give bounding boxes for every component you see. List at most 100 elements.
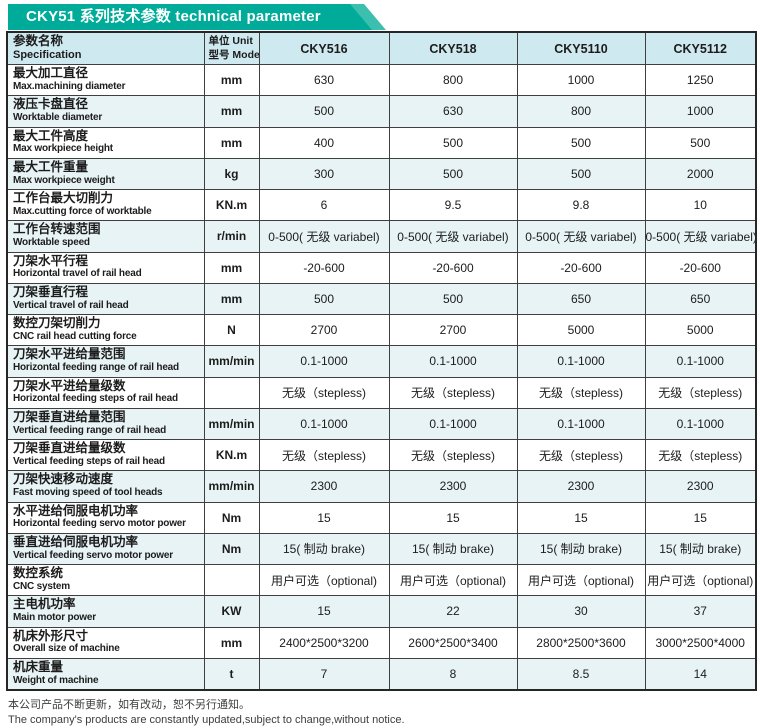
row-value: 15( 制动 brake) xyxy=(516,532,646,566)
row-value: 6 xyxy=(258,188,390,222)
row-value: -20-600 xyxy=(644,251,757,284)
row-value: 630 xyxy=(388,95,518,128)
row-value: 2300 xyxy=(516,470,646,503)
row-value: 2800*2500*3600 xyxy=(516,626,646,659)
spec-name-en: Fast moving speed of tool heads xyxy=(13,487,163,498)
row-value: 500 xyxy=(516,157,646,191)
row-unit: mm xyxy=(203,63,260,97)
spec-name-en: Max workpiece weight xyxy=(13,174,115,186)
row-spec-name: 刀架水平行程 Horizontal travel of rail head xyxy=(6,251,205,284)
row-spec-name: 刀架水平进给量级数 Horizontal feeding steps of rai… xyxy=(6,376,205,409)
row-unit: mm xyxy=(203,626,260,659)
row-value: -20-600 xyxy=(388,251,518,284)
row-value: 630 xyxy=(258,63,390,97)
row-value: 7 xyxy=(258,657,390,691)
row-unit: mm xyxy=(203,95,260,128)
row-value: 15 xyxy=(388,501,518,534)
row-spec-name: 刀架快速移动速度 Fast moving speed of tool heads xyxy=(6,470,205,503)
row-value: 22 xyxy=(388,595,518,628)
disclaimer-line-en: The company's products are constantly up… xyxy=(8,713,405,726)
spec-name-en: Overall size of machine xyxy=(13,643,120,655)
row-value: 10 xyxy=(644,188,757,222)
table-row: 最大加工直径 Max.machining diameter mm 630 800 1000… xyxy=(6,63,757,97)
row-value: 0-500( 无级 variabel) xyxy=(388,220,518,253)
row-value: 8.5 xyxy=(516,657,646,691)
table-row: 刀架快速移动速度 Fast moving speed of tool heads m… xyxy=(6,470,757,503)
row-value: 15 xyxy=(258,501,390,534)
row-value: 15( 制动 brake) xyxy=(388,532,518,566)
spec-name-zh: 最大加工直径 xyxy=(13,66,89,80)
row-value: 0-500( 无级 variabel) xyxy=(258,220,390,253)
row-value: 0.1-1000 xyxy=(644,407,757,441)
header-model-cky5110: CKY5110 xyxy=(516,31,646,65)
spec-name-zh: 刀架快速移动速度 xyxy=(13,472,114,487)
spec-name-zh: 刀架水平行程 xyxy=(13,253,89,268)
row-value: 0.1-1000 xyxy=(644,345,757,378)
row-value: 9.8 xyxy=(516,188,646,222)
spec-name-zh: 垂直进给伺服电机功率 xyxy=(13,534,139,549)
row-unit xyxy=(203,563,260,597)
header-specification: 参数名称 Specification xyxy=(6,31,205,65)
row-value: 0.1-1000 xyxy=(516,345,646,378)
row-unit: KN.m xyxy=(203,188,260,222)
row-spec-name: 工作台转速范围 Worktable speed xyxy=(6,220,205,253)
row-value: 无级（stepless) xyxy=(388,376,518,409)
row-value: 用户可选（optional) xyxy=(516,563,646,597)
row-value: 500 xyxy=(258,95,390,128)
row-value: 无级（stepless) xyxy=(644,438,757,472)
table-row: 工作台最大切削力 Max.cutting force of worktable KN… xyxy=(6,188,757,222)
spec-name-en: Vertical feeding range of rail head xyxy=(13,424,167,436)
table-row: 刀架垂直进给量范围 Vertical feeding range of rail … xyxy=(6,407,757,441)
row-value: 30 xyxy=(516,595,646,628)
row-spec-name: 液压卡盘直径 Worktable diameter xyxy=(6,95,205,128)
row-value: 无级（stepless) xyxy=(388,438,518,472)
table-row: 主电机功率 Main motor power KW 15 22 30 37 xyxy=(6,595,757,628)
row-spec-name: 数控系统 CNC system xyxy=(6,563,205,597)
table-row: 液压卡盘直径 Worktable diameter mm 500 630 800 1000 xyxy=(6,95,757,128)
table-row: 机床外形尺寸 Overall size of machine mm 2400*2500… xyxy=(6,626,757,659)
spec-name-zh: 刀架垂直进给量级数 xyxy=(13,441,126,455)
table-row: 刀架水平行程 Horizontal travel of rail head mm -2… xyxy=(6,251,757,284)
row-spec-name: 机床外形尺寸 Overall size of machine xyxy=(6,626,205,659)
spec-name-zh: 数控刀架切削力 xyxy=(13,316,101,330)
row-unit: r/min xyxy=(203,220,260,253)
row-value: 0.1-1000 xyxy=(516,407,646,441)
row-spec-name: 机床重量 Weight of machine xyxy=(6,657,205,691)
row-unit: mm/min xyxy=(203,407,260,441)
spec-name-en: Max.cutting force of worktable xyxy=(13,205,152,217)
table-row: 机床重量 Weight of machine t 7 8 8.5 14 xyxy=(6,657,757,691)
row-unit: N xyxy=(203,313,260,347)
spec-name-zh: 主电机功率 xyxy=(13,597,76,612)
row-value: 2300 xyxy=(258,470,390,503)
row-unit xyxy=(203,376,260,409)
row-value: 2700 xyxy=(388,313,518,347)
row-value: 2600*2500*3400 xyxy=(388,626,518,659)
table-body: 最大加工直径 Max.machining diameter mm 630 800 1000… xyxy=(6,63,757,691)
table-row: 工作台转速范围 Worktable speed r/min 0-500( 无级 var… xyxy=(6,220,757,253)
row-spec-name: 最大工件重量 Max workpiece weight xyxy=(6,157,205,191)
row-value: 9.5 xyxy=(388,188,518,222)
row-value: 500 xyxy=(388,157,518,191)
header-model-line: 型号 Model xyxy=(208,48,259,61)
row-value: 1250 xyxy=(644,63,757,97)
row-value: 15 xyxy=(644,501,757,534)
row-value: 无级（stepless) xyxy=(258,376,390,409)
row-value: 14 xyxy=(644,657,757,691)
spec-name-zh: 机床重量 xyxy=(13,659,64,674)
row-value: 5000 xyxy=(644,313,757,347)
row-value: 650 xyxy=(516,282,646,316)
spec-name-en: Main motor power xyxy=(13,612,96,623)
spec-name-zh: 液压卡盘直径 xyxy=(13,97,89,112)
spec-name-en: Vertical feeding servo motor power xyxy=(13,549,173,561)
row-spec-name: 刀架水平进给量范围 Horizontal feeding range of rai… xyxy=(6,345,205,378)
row-value: 用户可选（optional) xyxy=(644,563,757,597)
row-unit: mm xyxy=(203,126,260,159)
row-value: 0.1-1000 xyxy=(258,345,390,378)
row-unit: mm/min xyxy=(203,345,260,378)
row-unit: Nm xyxy=(203,501,260,534)
row-value: 2300 xyxy=(388,470,518,503)
spec-name-en: Weight of machine xyxy=(13,674,99,686)
spec-name-en: Max workpiece height xyxy=(13,143,113,155)
row-value: -20-600 xyxy=(258,251,390,284)
row-value: 300 xyxy=(258,157,390,191)
